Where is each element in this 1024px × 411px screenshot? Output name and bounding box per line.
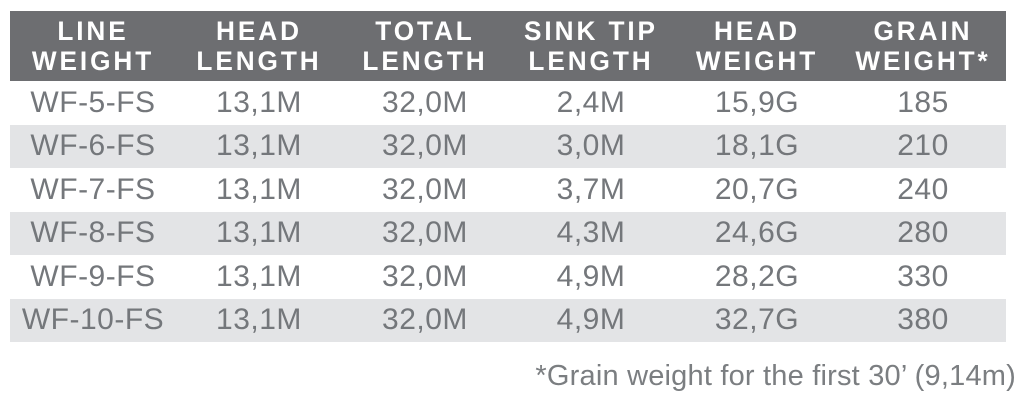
cell-line-weight: WF-5-FS <box>30 85 156 119</box>
column-header-head-length: HEAD LENGTH <box>178 16 339 76</box>
cell-total-length: 32,0M <box>382 85 468 119</box>
cell-line-weight: WF-9-FS <box>30 259 156 293</box>
column-header-text: WEIGHT <box>31 46 155 76</box>
cell-grain-weight: 330 <box>897 259 949 293</box>
cell-line-weight: WF-8-FS <box>30 216 156 250</box>
cell-total-length: 32,0M <box>382 259 468 293</box>
cell-grain-weight: 280 <box>897 216 949 250</box>
table-row: WF-9-FS 13,1M 32,0M 4,9M 28,2G 330 <box>10 255 1006 299</box>
cell-sink-tip-length: 4,9M <box>556 259 626 293</box>
cell-sink-tip-length: 4,3M <box>556 216 626 250</box>
cell-head-weight: 20,7G <box>714 172 800 206</box>
cell-sink-tip-length: 4,9M <box>556 303 626 337</box>
cell-head-weight: 18,1G <box>714 129 800 163</box>
column-header-total-length: TOTAL LENGTH <box>344 16 505 76</box>
column-header-head-weight: HEAD WEIGHT <box>676 16 837 76</box>
cell-head-weight: 15,9G <box>714 85 800 119</box>
column-header-text: LENGTH <box>528 46 654 76</box>
cell-total-length: 32,0M <box>382 172 468 206</box>
cell-grain-weight: 210 <box>897 129 949 163</box>
table-row: WF-7-FS 13,1M 32,0M 3,7M 20,7G 240 <box>10 168 1006 212</box>
cell-sink-tip-length: 2,4M <box>556 85 626 119</box>
cell-head-weight: 24,6G <box>714 216 800 250</box>
table-row: WF-10-FS 13,1M 32,0M 4,9M 32,7G 380 <box>10 298 1006 342</box>
grain-weight-footnote: *Grain weight for the first 30’ (9,14m) <box>535 360 1016 392</box>
column-header-text: HEAD <box>216 16 302 46</box>
column-header-text: HEAD <box>714 16 800 46</box>
column-header-text: LENGTH <box>362 46 488 76</box>
column-header-text: GRAIN <box>873 16 973 46</box>
cell-total-length: 32,0M <box>382 216 468 250</box>
cell-line-weight: WF-7-FS <box>30 172 156 206</box>
cell-head-length: 13,1M <box>216 303 302 337</box>
cell-sink-tip-length: 3,7M <box>556 172 626 206</box>
column-header-text: LINE <box>57 16 129 46</box>
column-header-text: WEIGHT <box>695 46 819 76</box>
column-header-text: SINK TIP <box>524 16 658 46</box>
cell-head-length: 13,1M <box>216 85 302 119</box>
table-row: WF-6-FS 13,1M 32,0M 3,0M 18,1G 210 <box>10 124 1006 168</box>
column-header-text: LENGTH <box>196 46 322 76</box>
cell-head-length: 13,1M <box>216 172 302 206</box>
cell-head-length: 13,1M <box>216 129 302 163</box>
table-row: WF-5-FS 13,1M 32,0M 2,4M 15,9G 185 <box>10 81 1006 125</box>
table-header-row: LINE WEIGHT HEAD LENGTH TOTAL LENGTH SIN… <box>10 11 1006 81</box>
cell-head-weight: 28,2G <box>714 259 800 293</box>
cell-grain-weight: 185 <box>897 85 949 119</box>
cell-total-length: 32,0M <box>382 303 468 337</box>
cell-grain-weight: 380 <box>897 303 949 337</box>
cell-total-length: 32,0M <box>382 129 468 163</box>
table-row: WF-8-FS 13,1M 32,0M 4,3M 24,6G 280 <box>10 211 1006 255</box>
column-header-line-weight: LINE WEIGHT <box>12 16 173 76</box>
cell-head-weight: 32,7G <box>714 303 800 337</box>
cell-head-length: 13,1M <box>216 216 302 250</box>
cell-head-length: 13,1M <box>216 259 302 293</box>
column-header-text: TOTAL <box>375 16 475 46</box>
column-header-sink-tip-length: SINK TIP LENGTH <box>510 16 671 76</box>
cell-line-weight: WF-6-FS <box>30 129 156 163</box>
column-header-text: WEIGHT* <box>855 46 991 76</box>
spec-table: LINE WEIGHT HEAD LENGTH TOTAL LENGTH SIN… <box>10 11 1006 342</box>
cell-line-weight: WF-10-FS <box>21 303 165 337</box>
cell-sink-tip-length: 3,0M <box>556 129 626 163</box>
cell-grain-weight: 240 <box>897 172 949 206</box>
column-header-grain-weight: GRAIN WEIGHT* <box>842 16 1003 76</box>
